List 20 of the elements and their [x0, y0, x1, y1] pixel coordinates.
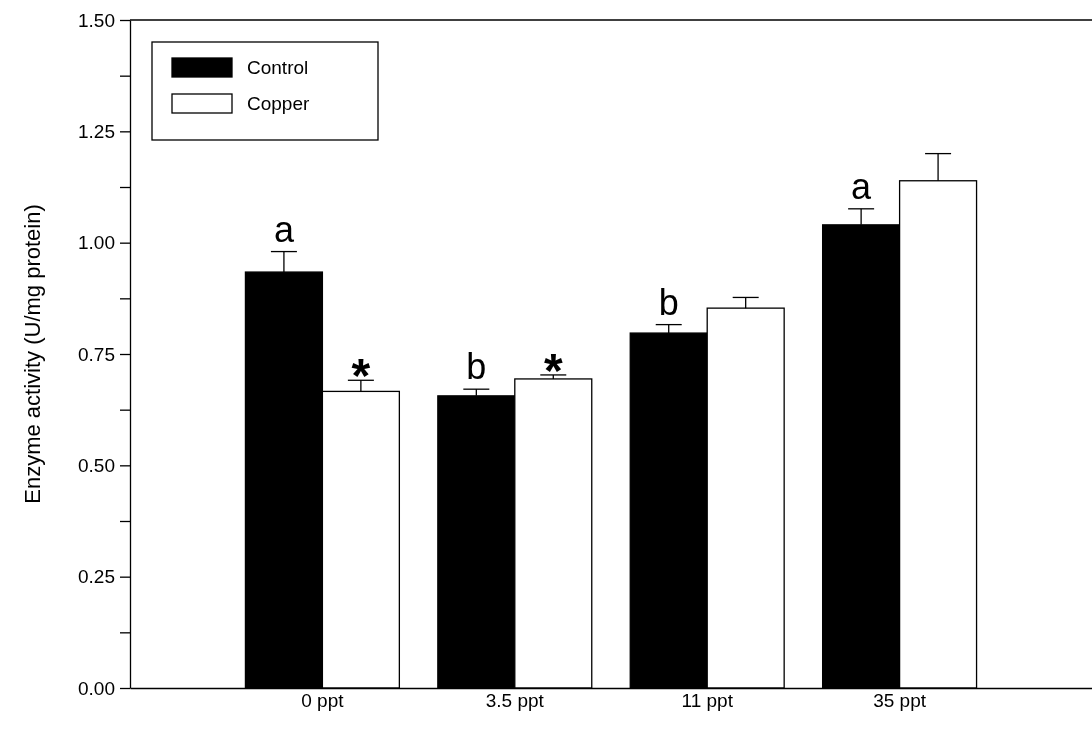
y-tick-label: 1.50	[78, 9, 115, 31]
y-tick-label: 0.00	[78, 677, 115, 699]
annotation: a	[273, 208, 295, 250]
legend-label: Control	[247, 57, 309, 78]
x-tick-label: 35 ppt	[873, 690, 927, 711]
y-tick-label: 1.25	[78, 120, 115, 142]
y-tick-label: 0.75	[78, 343, 115, 365]
y-axis-title: Enzyme activity (U/mg protein)	[20, 204, 45, 504]
x-tick-label: 0 ppt	[301, 690, 345, 711]
y-tick-label: 1.00	[78, 232, 115, 254]
annotation: a	[851, 165, 873, 207]
annotation: *	[543, 343, 563, 397]
x-tick-label: 11 ppt	[681, 690, 734, 711]
annotation: b	[658, 281, 679, 323]
x-tick-label: 3.5 ppt	[485, 690, 545, 711]
y-tick-label: 0.50	[78, 454, 115, 476]
y-tick-label: 0.25	[78, 566, 115, 588]
legend-label: Copper	[247, 93, 310, 114]
annotation: b	[466, 346, 487, 388]
annotation: *	[351, 349, 371, 403]
